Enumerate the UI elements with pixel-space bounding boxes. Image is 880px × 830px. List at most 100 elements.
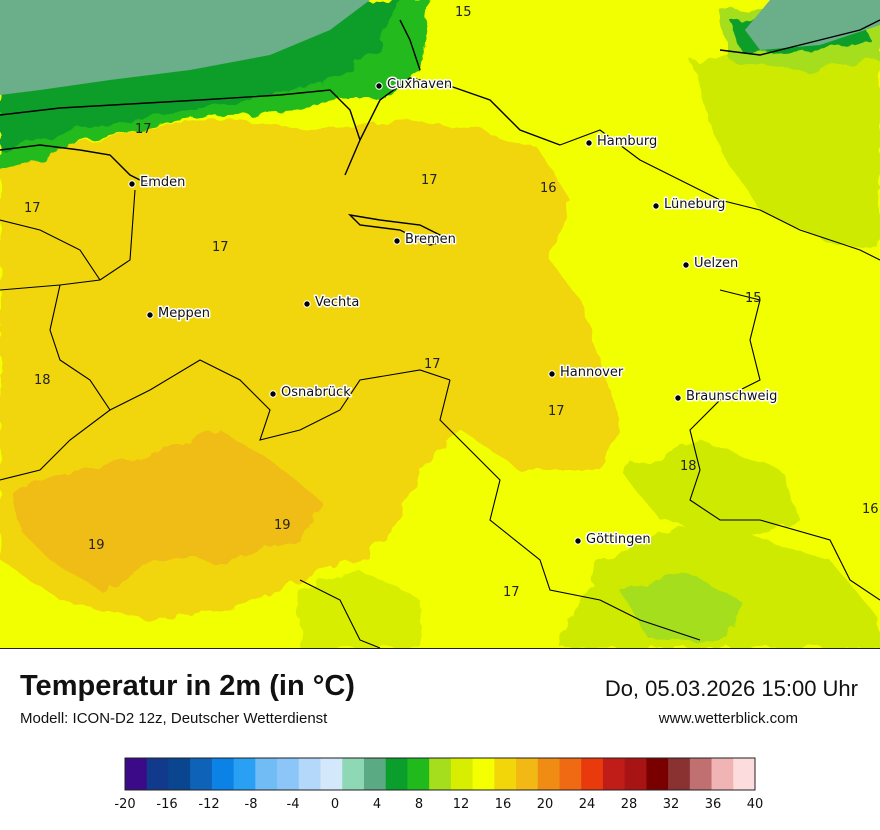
city-braunschweig: Braunschweig [674,388,779,406]
temperature-field-13-center [620,440,800,540]
color-legend-segment [624,758,647,790]
color-legend-tick-label: -8 [245,797,258,812]
model-info: Modell: ICON-D2 12z, Deutscher Wetterdie… [20,710,328,727]
color-legend-tick-label: 0 [331,797,339,812]
iso-label: 17 [135,122,152,137]
city-cuxhaven: Cuxhaven [375,76,454,94]
city-osnabrueck: Osnabrück [269,384,353,402]
svg-text:Meppen: Meppen [158,306,210,321]
color-legend-segment [668,758,691,790]
color-legend-canvas: -20 -16 -12 -8 -4 0 4 8 12 16 20 24 28 32 36 40 [114,757,763,812]
color-legend-segment [190,758,213,790]
color-legend-tick-label: 20 [537,797,554,812]
city-uelzen: Uelzen [682,255,740,273]
color-legend-segment [516,758,539,790]
iso-label: 18 [680,459,697,474]
color-legend-segment [277,758,300,790]
color-legend-segment [363,758,387,790]
color-legend: -20 -16 -12 -8 -4 0 4 8 12 16 20 24 28 32 36 40 [0,750,880,820]
svg-text:Uelzen: Uelzen [694,256,738,271]
color-legend-tick-label: 4 [373,797,381,812]
color-legend-segment [537,758,560,790]
svg-text:Hannover: Hannover [560,365,624,380]
color-legend-segment [733,758,756,790]
city-emden: Emden [128,174,187,192]
sea-baltic [745,0,880,50]
iso-label: 16 [862,502,879,517]
city-hamburg: Hamburg [585,133,659,151]
color-legend-segment [494,758,517,790]
svg-text:Hamburg: Hamburg [597,134,657,149]
iso-label: 15 [455,5,472,20]
color-legend-segment [646,758,669,790]
coastline [0,19,880,246]
color-legend-tick-label: 36 [705,797,722,812]
iso-label: 16 [540,181,557,196]
color-legend-tick-label: 8 [415,797,423,812]
temperature-field-13-east [690,40,880,250]
svg-text:Cuxhaven: Cuxhaven [387,77,452,92]
state-borders [0,129,880,648]
color-legend-segment [320,758,343,790]
color-legend-segment [125,758,148,790]
city-lueneburg: Lüneburg [652,196,727,214]
temperature-field-19 [10,430,320,590]
color-legend-tick-label: 28 [621,797,638,812]
iso-label: 17 [421,173,438,188]
color-legend-tick-label: -4 [287,797,300,812]
iso-label: 17 [24,201,41,216]
svg-text:Emden: Emden [140,175,185,190]
city-meppen: Meppen [146,305,211,323]
color-legend-segments [124,757,756,791]
color-legend-segment [298,758,322,790]
color-legend-segment [429,758,452,790]
color-legend-tick-label: -20 [114,797,135,812]
map-canvas: Cuxhaven Hamburg Emden Lüneburg Bremen U… [0,0,880,648]
map-title: Temperatur in 2m (in °C) [20,670,355,702]
temperature-field-11-south [620,570,740,640]
sea-north [0,0,370,95]
temperature-field-13-southwest [300,570,420,648]
color-legend-segment [711,758,734,790]
city-vechta: Vechta [303,294,361,312]
iso-label: 17 [548,404,565,419]
color-legend-segment [689,758,713,790]
color-legend-tick-label: 32 [663,797,680,812]
color-legend-segment [472,758,495,790]
color-legend-segment [581,758,604,790]
forecast-datetime: Do, 05.03.2026 15:00 Uhr [604,676,858,701]
color-legend-tick-label: 40 [747,797,764,812]
color-legend-segment [168,758,191,790]
color-legend-segment [407,758,430,790]
color-legend-tick-label: 24 [579,797,596,812]
color-legend-segment [385,758,408,790]
iso-label: 18 [34,373,51,388]
iso-label: 17 [212,240,229,255]
color-legend-tick-label: 16 [495,797,512,812]
temperature-map: Cuxhaven Hamburg Emden Lüneburg Bremen U… [0,0,880,649]
color-legend-segment [255,758,278,790]
color-legend-segment [146,758,169,790]
color-legend-tick-label: -12 [198,797,219,812]
color-legend-segment [450,758,474,790]
iso-label: 19 [274,518,291,533]
color-legend-segment [559,758,582,790]
svg-text:Vechta: Vechta [315,295,359,310]
svg-text:Osnabrück: Osnabrück [281,385,351,400]
website-link[interactable]: www.wetterblick.com [658,710,798,727]
color-legend-segment [211,758,235,790]
city-bremen: Bremen [393,231,457,249]
iso-label: 17 [503,585,520,600]
iso-label: 15 [745,291,762,306]
color-legend-tick-label: -16 [156,797,177,812]
iso-label: 19 [88,538,105,553]
iso-label: 17 [424,357,441,372]
color-legend-border [124,757,756,791]
color-legend-tick-label: 12 [453,797,470,812]
svg-text:Lüneburg: Lüneburg [664,197,725,212]
city-hannover: Hannover [548,364,625,382]
color-legend-ticks: -20 -16 -12 -8 -4 0 4 8 12 16 20 24 28 32 36 40 [114,797,763,812]
color-legend-segment [602,758,626,790]
color-legend-segment [233,758,256,790]
color-legend-segment [342,758,365,790]
